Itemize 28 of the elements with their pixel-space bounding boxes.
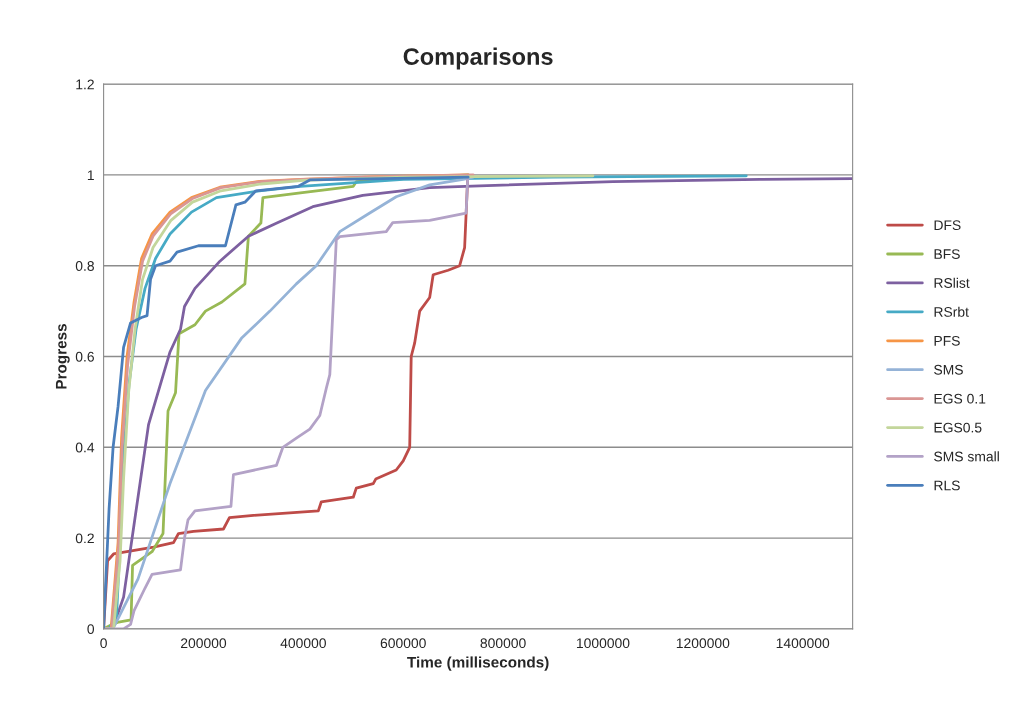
y-tick-label: 0.6 [75, 351, 94, 362]
legend-label: DFS [934, 220, 961, 231]
x-tick-label: 600000 [380, 638, 426, 649]
x-tick-label: 1000000 [576, 638, 630, 649]
legend-label: EGS0.5 [934, 422, 982, 433]
legend-label: RLS [934, 480, 960, 491]
y-tick-label: 1 [87, 170, 94, 180]
legend-label: BFS [934, 249, 960, 260]
y-axis-title: Progress [55, 324, 70, 389]
x-tick-label: 200000 [181, 638, 227, 649]
x-tick-label: 0 [100, 638, 107, 649]
x-tick-label: 800000 [480, 638, 526, 649]
y-tick-label: 0 [87, 624, 95, 635]
x-axis-title: Time (milliseconds) [407, 656, 549, 671]
legend-label: EGS 0.1 [934, 393, 986, 404]
x-tick-label: 400000 [280, 638, 326, 649]
x-tick-label: 1200000 [676, 638, 730, 649]
y-tick-label: 0.4 [75, 442, 95, 453]
legend-label: SMS [934, 364, 963, 375]
legend-label: PFS [934, 335, 960, 346]
y-tick-label: 0.2 [75, 533, 94, 544]
legend-label: RSlist [934, 277, 970, 288]
y-tick-label: 1.2 [76, 79, 94, 90]
legend-label: SMS small [934, 451, 999, 462]
x-tick-label: 1400000 [776, 638, 830, 649]
legend-label: RSrbt [934, 306, 969, 317]
chart-title: Comparisons [403, 47, 553, 70]
y-tick-label: 0.8 [75, 261, 94, 271]
